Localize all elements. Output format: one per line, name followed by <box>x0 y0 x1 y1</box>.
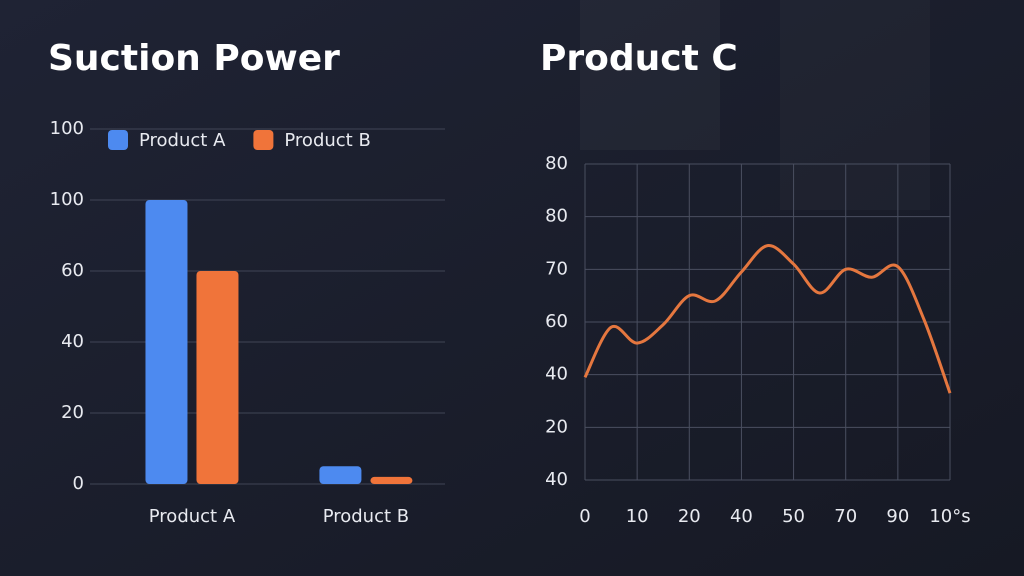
bar <box>370 476 413 484</box>
bar <box>196 271 239 484</box>
y-tick-label: 0 <box>73 473 84 494</box>
x-tick-label: Product A <box>149 506 236 527</box>
y-tick-label: 100 <box>50 118 84 139</box>
y-tick-label: 40 <box>61 331 84 352</box>
legend-label: Product B <box>284 130 370 151</box>
y-tick-label: 60 <box>545 311 568 332</box>
y-tick-label: 100 <box>50 189 84 210</box>
y-tick-label: 20 <box>545 416 568 437</box>
x-tick-label: 70 <box>834 506 857 527</box>
chart-title: Product C <box>540 38 738 79</box>
legend-swatch <box>253 130 274 150</box>
y-tick-label: 80 <box>545 206 568 227</box>
decor <box>780 0 930 210</box>
x-tick-label: 10 <box>626 506 649 527</box>
x-tick-label: 20 <box>678 506 701 527</box>
x-tick-label: 40 <box>730 506 753 527</box>
legend-swatch <box>108 130 128 150</box>
legend-label: Product A <box>139 130 226 151</box>
bar <box>145 200 188 484</box>
y-tick-label: 40 <box>545 469 568 490</box>
chart-title: Suction Power <box>48 38 340 79</box>
y-tick-label: 70 <box>545 258 568 279</box>
line <box>583 244 952 394</box>
y-tick-label: 60 <box>61 260 84 281</box>
y-tick-label: 40 <box>545 364 568 385</box>
y-tick-label: 20 <box>61 402 84 423</box>
x-tick-label: 0 <box>579 506 590 527</box>
bar <box>319 466 362 484</box>
x-tick-label: 10°s <box>929 506 970 527</box>
x-tick-label: Product B <box>323 506 409 527</box>
x-tick-label: 90 <box>886 506 909 527</box>
x-tick-label: 50 <box>782 506 805 527</box>
y-tick-label: 80 <box>545 153 568 174</box>
